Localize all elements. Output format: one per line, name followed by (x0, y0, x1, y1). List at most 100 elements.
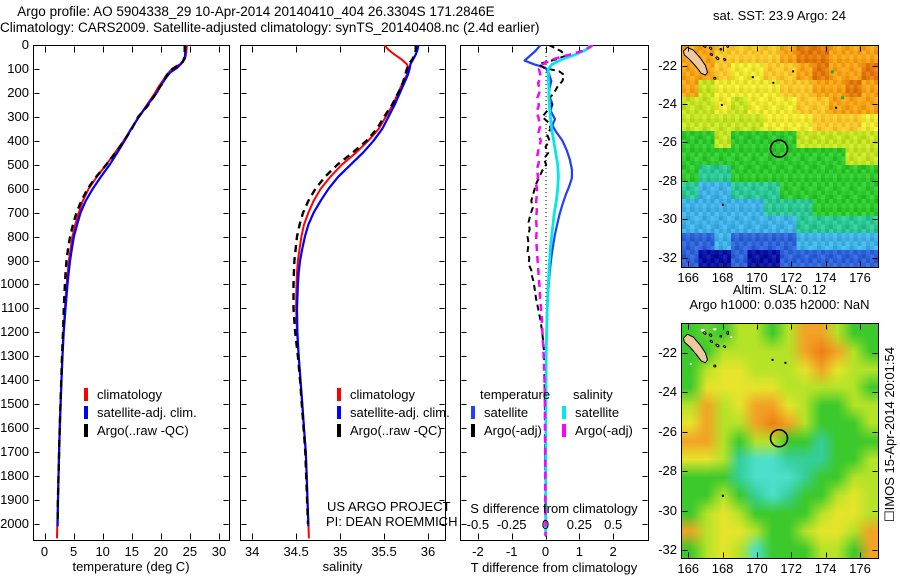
tick-label: 35.5 (371, 544, 397, 559)
tick-label: 1900 (0, 492, 29, 507)
legend-marker-sdiff-satellite (562, 406, 566, 419)
tick-label: -32 (658, 541, 677, 557)
legend-label: Argo(-adj) (484, 423, 542, 438)
legend-label: climatology (350, 387, 416, 402)
tick-label: 36 (420, 544, 436, 559)
tick-label: 25 (182, 544, 198, 559)
imos-stamp-text: ☐IMOS 15-Apr-2014 20:01:54 (882, 347, 897, 522)
tick-label: 5 (69, 544, 78, 559)
tick-label: 0 (541, 544, 550, 559)
tick-label: 1100 (1, 300, 29, 316)
tick-label: 100 (7, 60, 29, 76)
tick-label: -2 (472, 544, 484, 559)
tick-label: 1400 (0, 372, 29, 388)
s-difference-axis-label: S difference from climatology (470, 501, 638, 516)
legend-marker-satellite-clim (84, 406, 88, 419)
legend-item-tdiff-argo: Argo(-adj) (471, 423, 542, 438)
tick-label: 0 (21, 37, 29, 52)
sla-map-canvas (682, 324, 878, 558)
legend-label: climatology (97, 387, 163, 402)
tick-label: 30 (211, 544, 227, 559)
imos-stamp: ☐IMOS 15-Apr-2014 20:01:54 (882, 347, 898, 567)
tick-label: 400 (7, 132, 29, 148)
tick-label: 176 (849, 270, 871, 285)
tick-label: 34 (244, 544, 260, 559)
tick-label: 0 (40, 544, 49, 559)
tick-label: 1 (575, 544, 583, 559)
tick-label: 1700 (0, 444, 29, 460)
tick-label: 800 (7, 228, 29, 244)
figure-title-line1: Argo profile: AO 5904338_29 10-Apr-2014 … (17, 4, 495, 19)
legend-item-climatology: climatology (84, 387, 162, 402)
tick-label: 900 (7, 252, 29, 268)
tick-label: 1500 (0, 396, 29, 412)
tick-label: 166 (677, 270, 700, 285)
tick-label: 0 (541, 517, 550, 532)
tick-label: 200 (7, 84, 29, 100)
legend-marker-sdiff-argo (562, 424, 566, 437)
tick-label: 1800 (0, 468, 29, 484)
tick-label: -28 (658, 172, 677, 188)
sla-map-title-line1: Altim. SLA: 0.12 (732, 282, 827, 297)
legend-marker-argo-raw (84, 424, 88, 437)
salinity-axis-label: salinity (322, 559, 363, 574)
tick-label: -22 (658, 344, 677, 360)
legend-item-satellite-clim: satellite-adj. clim. (84, 405, 197, 420)
tick-label: 170 (746, 561, 768, 576)
tick-label: 1600 (0, 420, 29, 436)
legend-label: satellite (575, 405, 620, 420)
tick-label: 35 (332, 544, 348, 559)
tick-label: -32 (658, 249, 677, 265)
tick-label: -24 (658, 95, 677, 111)
sst-map-title: sat. SST: 23.9 Argo: 24 (713, 8, 846, 23)
tick-label: -28 (658, 463, 677, 479)
tick-label: -24 (658, 384, 677, 400)
legend-label: Argo(..raw -QC) (97, 423, 189, 438)
tick-label: 2 (609, 544, 617, 559)
legend-marker-tdiff-satellite (471, 406, 475, 419)
legend-label: Argo(..raw -QC) (350, 423, 442, 438)
tick-label: 172 (780, 270, 803, 285)
tick-label: 15 (124, 544, 139, 559)
legend-marker-climatology (84, 388, 88, 401)
tick-label: 500 (7, 156, 29, 172)
tick-label: 2000 (0, 515, 29, 531)
tick-label: 170 (746, 270, 768, 285)
legend-header-temperature: temperature (480, 387, 551, 402)
tick-label: 600 (7, 180, 29, 196)
legend-header-salinity: salinity (573, 387, 613, 402)
tick-label: 34.5 (283, 544, 309, 559)
legend-marker-climatology-sal (337, 388, 341, 401)
legend-item-argo-raw-sal: Argo(..raw -QC) (337, 423, 442, 438)
legend-marker-argo-raw-sal (337, 424, 341, 437)
legend-marker-tdiff-argo (471, 424, 475, 437)
tick-label: 168 (711, 270, 734, 285)
tick-label: 174 (814, 561, 837, 576)
sla-map-title-line2: Argo h1000: 0.035 h2000: NaN (689, 297, 870, 312)
legend-item-sdiff-satellite: satellite (562, 405, 619, 420)
tick-label: 0.5 (604, 517, 623, 532)
t-difference-axis-label: T difference from climatology (470, 560, 638, 575)
figure-title-line2: Climatology: CARS2009. Satellite-adjuste… (0, 20, 540, 35)
legend-item-climatology-sal: climatology (337, 387, 415, 402)
legend-marker-satellite-clim-sal (337, 406, 341, 419)
tick-label: 166 (677, 561, 700, 576)
legend-label: satellite-adj. clim. (97, 405, 197, 420)
legend-label: satellite-adj. clim. (350, 405, 450, 420)
tick-label: 10 (95, 544, 110, 559)
legend-item-sdiff-argo: Argo(-adj) (562, 423, 633, 438)
tick-label: -26 (658, 423, 677, 439)
legend-label: satellite (484, 405, 529, 420)
tick-label: 1300 (0, 348, 29, 364)
project-credit-line1: US ARGO PROJECT (327, 499, 451, 514)
legend-item-argo-raw: Argo(..raw -QC) (84, 423, 189, 438)
tick-label: -26 (658, 134, 677, 150)
tick-label: 168 (711, 561, 734, 576)
tick-label: -30 (658, 502, 677, 518)
tick-label: 20 (153, 544, 169, 559)
legend-item-satellite-clim-sal: satellite-adj. clim. (337, 405, 450, 420)
project-credit-line2: PI: DEAN ROEMMICH (326, 514, 458, 529)
tick-label: 0.25 (566, 517, 593, 532)
